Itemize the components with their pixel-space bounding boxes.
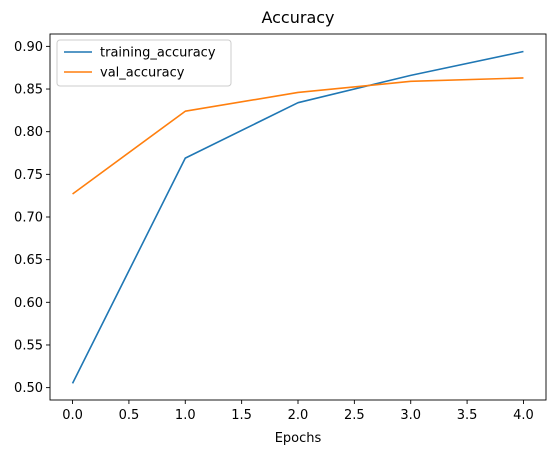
legend-label: training_accuracy <box>100 46 216 61</box>
y-tick-label: 0.70 <box>14 211 43 226</box>
y-tick-label: 0.80 <box>14 125 43 140</box>
y-tick-label: 0.65 <box>14 253 43 268</box>
y-tick-label: 0.55 <box>14 338 43 353</box>
series-line-training-accuracy <box>71 50 524 384</box>
legend-label: val_accuracy <box>100 66 185 81</box>
x-tick-label: 1.5 <box>231 408 252 423</box>
x-tick-label: 3.0 <box>400 408 421 423</box>
x-tick-label: 0.0 <box>62 408 83 423</box>
x-tick-label: 2.5 <box>344 408 365 423</box>
legend-box <box>56 39 232 87</box>
x-tick-label: 0.5 <box>119 408 140 423</box>
y-tick-label: 0.75 <box>14 168 43 183</box>
x-tick-label: 3.5 <box>457 408 478 423</box>
legend: training_accuracy val_accuracy <box>56 39 232 87</box>
x-tick-label: 2.0 <box>288 408 309 423</box>
y-tick-label: 0.50 <box>14 381 43 396</box>
x-tick-label: 1.0 <box>175 408 196 423</box>
y-tick-label: 0.90 <box>14 40 43 55</box>
axes-frame <box>49 33 547 401</box>
chart-title: Accuracy <box>261 8 334 27</box>
plot-area: 0.0 0.5 1.0 1.5 2.0 2.5 3.0 3.5 4.0 0.50 0.55 0.60 0… <box>14 33 547 423</box>
y-tick-label: 0.60 <box>14 296 43 311</box>
x-tick-label: 4.0 <box>513 408 534 423</box>
series-line-val-accuracy <box>72 77 524 195</box>
y-tick-label: 0.85 <box>14 83 43 98</box>
x-axis-label: Epochs <box>275 431 322 446</box>
